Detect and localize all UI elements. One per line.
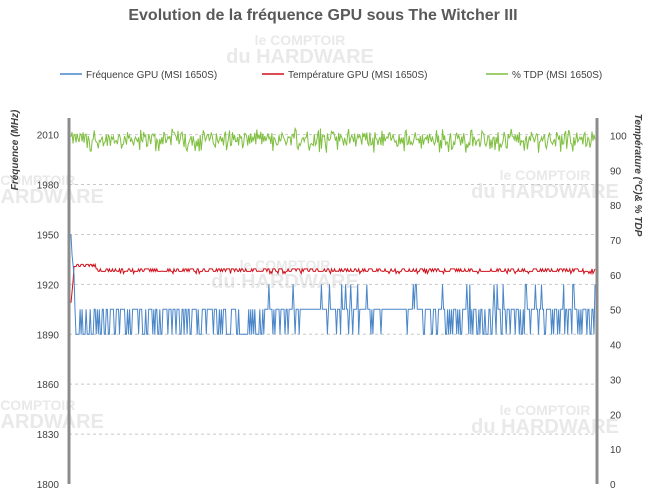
right-tick-label: 20 (610, 410, 622, 421)
right-tick-label: 80 (610, 201, 622, 212)
chart-title: Evolution de la fréquence GPU sous The W… (128, 7, 517, 24)
watermark-line-2: du HARDWARE (0, 186, 104, 208)
right-tick-label: 0 (610, 480, 616, 491)
right-tick-label: 90 (610, 166, 622, 177)
series-frequency-line (70, 234, 596, 335)
left-tick-labels: 1800 1830 1860 1890 1920 1950 1980 2010 (37, 131, 60, 491)
right-tick-label: 50 (610, 306, 622, 317)
watermark-line-1: le COMPTOIR (0, 397, 75, 413)
legend: Fréquence GPU (MSI 1650S) Température GPU… (60, 70, 602, 81)
right-tick-label: 100 (610, 131, 627, 142)
legend-item: Fréquence GPU (MSI 1650S) (60, 70, 217, 81)
right-tick-label: 40 (610, 341, 622, 352)
watermark-line-2: du HARDWARE (471, 416, 619, 438)
legend-item: % TDP (MSI 1650S) (486, 70, 602, 81)
legend-label: Fréquence GPU (MSI 1650S) (86, 70, 217, 81)
watermark-line-1: le COMPTOIR (255, 32, 346, 48)
right-tick-label: 10 (610, 445, 622, 456)
left-tick-label: 1890 (37, 330, 60, 341)
left-tick-label: 1920 (37, 280, 60, 291)
watermark-line-1: le COMPTOIR (500, 167, 591, 183)
left-tick-label: 1800 (37, 480, 60, 491)
left-axis-title: Fréquence (MHz) (10, 109, 21, 190)
left-tick-label: 1980 (37, 181, 60, 192)
left-tick-label: 1950 (37, 230, 60, 241)
right-tick-label: 30 (610, 375, 622, 386)
right-tick-label: 60 (610, 271, 622, 282)
left-tick-label: 1830 (37, 430, 60, 441)
series-tdp-line (70, 126, 596, 153)
watermark-line-2: du HARDWARE (471, 181, 619, 203)
series-layer (70, 126, 596, 335)
series-temperature-line (70, 262, 596, 303)
watermark-line-2: du HARDWARE (0, 411, 104, 433)
watermark-line-2: du HARDWARE (226, 46, 374, 68)
right-tick-label: 70 (610, 236, 622, 247)
legend-label: Température GPU (MSI 1650S) (288, 70, 428, 81)
watermark-line-1: le COMPTOIR (500, 402, 591, 418)
axes (67, 118, 599, 484)
watermark-line-1: le COMPTOIR (0, 172, 75, 188)
left-tick-label: 2010 (37, 131, 60, 142)
gridlines (69, 134, 597, 435)
left-tick-label: 1860 (37, 380, 60, 391)
legend-label: % TDP (MSI 1650S) (512, 70, 602, 81)
legend-item: Température GPU (MSI 1650S) (262, 70, 428, 81)
right-tick-labels: 0 10 20 30 40 50 60 70 80 90 100 (610, 131, 627, 491)
right-axis-title: Température (°C)& % TDP (632, 114, 643, 237)
